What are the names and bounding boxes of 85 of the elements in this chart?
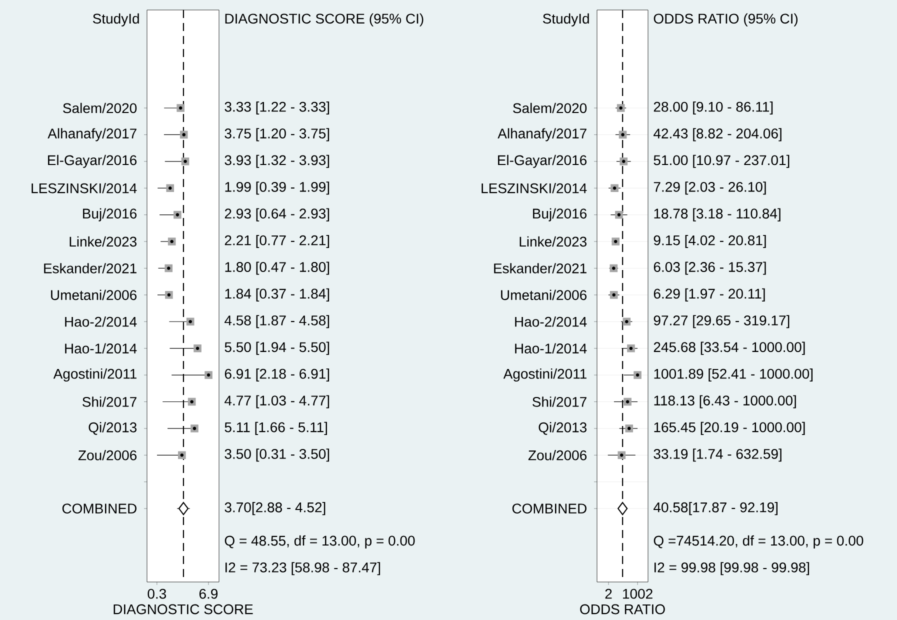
- data-label: 2.21 [0.77 - 2.21]: [224, 234, 330, 248]
- y-tick-label: COMBINED: [62, 504, 136, 514]
- y-axis-title: StudyId: [542, 13, 589, 26]
- data-label: 1.80 [0.47 - 1.80]: [225, 262, 330, 275]
- data-label: 245.68 [33.54 - 1000.00]: [654, 342, 805, 355]
- data-label: 165.45 [20.19 - 1000.00]: [654, 422, 805, 435]
- data-label: 5.11 [1.66 - 5.11]: [224, 422, 327, 435]
- data-label: 3.70[2.88 - 4.52]: [224, 502, 326, 516]
- point: [168, 238, 176, 246]
- data-label: 9.15 [4.02 - 20.81]: [654, 234, 766, 248]
- y-axis-title: StudyId: [92, 13, 139, 26]
- data-label: 118.13 [6.43 - 1000.00]: [654, 395, 796, 408]
- y-tick-label: Eskander/2021: [44, 263, 136, 274]
- y-tick-label: Hao-1/2014: [65, 343, 137, 354]
- text: I2 = 99.98 [99.98 - 99.98]: [654, 562, 810, 576]
- data-label: 3.75 [1.20 - 3.75]: [224, 128, 330, 142]
- x-tick-label: 0.3: [148, 588, 166, 599]
- data-label: 40.58[17.87 - 92.19]: [654, 502, 778, 516]
- data-label: 2.93 [0.64 - 2.93]: [224, 208, 330, 222]
- y-tick-label: Salem/2020: [513, 102, 587, 114]
- y-tick-label: El-Gayar/2016: [48, 154, 137, 168]
- text: Q = 48.55, df = 13.00, p = 0.00: [224, 535, 415, 548]
- text: Q =74514.20, df = 13.00, p = 0.00: [654, 535, 864, 548]
- y-tick-label: Agostini/2011: [53, 368, 136, 382]
- y-tick-label: Buj/2016: [533, 208, 587, 222]
- y-tick-label: Alhanafy/2017: [498, 128, 586, 142]
- point: [178, 502, 189, 516]
- y-tick-label: Linke/2023: [70, 236, 137, 247]
- y-tick-label: Agostini/2011: [503, 368, 586, 382]
- y-tick-label: Umetani/2006: [51, 290, 137, 300]
- data-label: 18.78 [3.18 - 110.84]: [654, 208, 780, 222]
- data-label: 1001.89 [52.41 - 1000.00]: [654, 368, 813, 382]
- data-label: 6.29 [1.97 - 20.11]: [654, 288, 765, 302]
- data-label: 1.84 [0.37 - 1.84]: [225, 288, 330, 302]
- point: [181, 158, 190, 166]
- y-tick-label: LESZINSKI/2014: [32, 182, 137, 194]
- point: [188, 398, 196, 406]
- point: [178, 451, 186, 460]
- y-tick-label: El-Gayar/2016: [498, 154, 587, 168]
- y-tick-label: Qi/2013: [88, 422, 137, 435]
- y-tick-label: Shi/2017: [82, 396, 136, 407]
- point: [166, 184, 174, 192]
- y-tick-label: Hao-1/2014: [515, 343, 587, 354]
- data-label: 4.58 [1.87 - 4.58]: [224, 315, 330, 328]
- text: ODDS RATIO (95% CI): [654, 13, 798, 26]
- data-label: 28.00 [9.10 - 86.11]: [654, 101, 773, 115]
- y-tick-label: Umetani/2006: [501, 290, 587, 300]
- y-tick-label: Linke/2023: [520, 236, 587, 247]
- y-tick-label: Hao-2/2014: [515, 316, 587, 327]
- data-label: 97.27 [29.65 - 319.17]: [654, 315, 790, 328]
- point: [180, 130, 188, 139]
- text: I2 = 73.23 [58.98 - 87.47]: [226, 562, 380, 576]
- data-label: 51.00 [10.97 - 237.01]: [654, 154, 790, 168]
- data-label: 3.33 [1.22 - 3.33]: [224, 101, 330, 115]
- data-label: 4.77 [1.03 - 4.77]: [224, 395, 330, 408]
- data-label: 3.93 [1.32 - 3.93]: [224, 154, 330, 168]
- data-label: 42.43 [8.82 - 204.06]: [654, 128, 782, 142]
- y-tick-label: LESZINSKI/2014: [482, 182, 587, 194]
- y-tick-label: Zou/2006: [528, 450, 587, 460]
- data-label: 5.50 [1.94 - 5.50]: [224, 342, 330, 355]
- data-label: 6.91 [2.18 - 6.91]: [224, 368, 330, 382]
- x-tick-label: 1002: [623, 588, 652, 599]
- data-label: 6.03 [2.36 - 15.37]: [654, 262, 766, 275]
- data-label: 1.99 [0.39 - 1.99]: [225, 182, 330, 195]
- x-axis-title: ODDS RATIO: [580, 604, 665, 614]
- point: [174, 210, 182, 219]
- y-tick-label: Buj/2016: [83, 208, 137, 222]
- y-tick-label: Hao-2/2014: [65, 316, 137, 327]
- y-tick-label: Shi/2017: [532, 396, 586, 407]
- data-label: 3.50 [0.31 - 3.50]: [224, 448, 330, 462]
- y-tick-label: Eskander/2021: [494, 263, 586, 274]
- point: [194, 344, 202, 352]
- point: [186, 318, 194, 326]
- text: DIAGNOSTIC SCORE (95% CI): [225, 13, 424, 26]
- x-tick-label: 6.9: [199, 588, 218, 599]
- y-tick-label: Alhanafy/2017: [48, 128, 136, 142]
- y-tick-label: Salem/2020: [63, 102, 137, 114]
- point: [164, 264, 173, 272]
- x-tick-label: 2: [605, 588, 612, 599]
- data-label: 7.29 [2.03 - 26.10]: [654, 182, 766, 195]
- x-axis-title: DIAGNOSTIC SCORE: [114, 604, 253, 614]
- y-tick-label: COMBINED: [512, 504, 586, 514]
- y-tick-label: Zou/2006: [78, 450, 137, 460]
- data-label: 33.19 [1.74 - 632.59]: [654, 448, 782, 462]
- y-tick-label: Qi/2013: [538, 422, 587, 435]
